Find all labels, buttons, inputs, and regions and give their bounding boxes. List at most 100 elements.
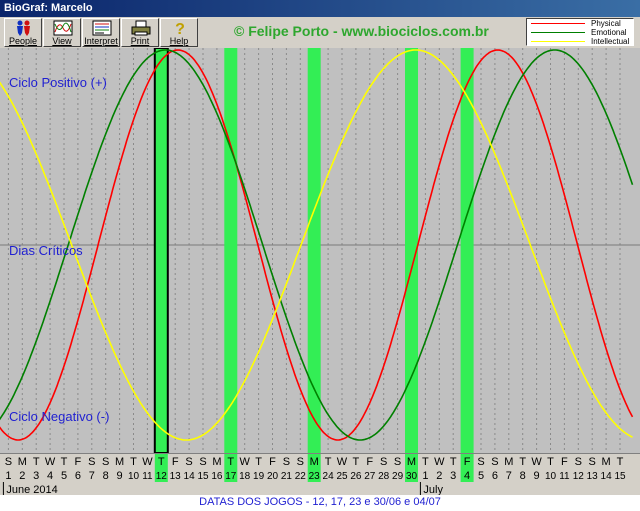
weekday-label: M <box>407 456 416 468</box>
highlight-day-bar[interactable] <box>153 48 169 453</box>
legend-item-physical: Physical <box>529 19 633 28</box>
weekday-label: S <box>283 456 290 468</box>
credit-text: © Felipe Porto - www.biociclos.com.br <box>234 23 489 39</box>
view-button-label: View <box>52 36 72 46</box>
weekday-label: W <box>434 456 445 468</box>
highlight-day-bar[interactable] <box>224 48 238 453</box>
highlight-day-cell[interactable] <box>307 454 321 482</box>
legend-label-intellectual: Intellectual <box>591 37 630 46</box>
calendar-strip: S 1 M 2 T 3 W 4 T 5 F 6 S 7 S 8 M 9 T 10 W 11 T 12 F 13 S 14 S 15 M 16 T… <box>0 453 640 495</box>
weekday-label: W <box>142 456 153 468</box>
weekday-label: S <box>297 456 304 468</box>
highlight-day-cell[interactable] <box>460 454 474 482</box>
status-text: DATAS DOS JOGOS - 12, 17, 23 e 30/06 e 0… <box>199 496 441 508</box>
series-line-physical <box>0 49 634 441</box>
weekday-label: S <box>477 456 484 468</box>
people-icon <box>17 20 30 36</box>
interpret-button-label: Interpret <box>84 36 118 46</box>
day-number-label: 15 <box>614 471 626 482</box>
print-button-label: Print <box>130 36 150 46</box>
day-number-label: 8 <box>103 470 109 482</box>
weekday-label: F <box>269 456 276 468</box>
people-button-label: People <box>8 36 38 46</box>
day-number-label: 7 <box>89 470 95 482</box>
biorhythm-chart[interactable]: Ciclo Positivo (+) Dias Críticos Ciclo N… <box>0 48 640 453</box>
day-number-label: 3 <box>450 470 456 482</box>
view-button[interactable]: View <box>43 18 81 47</box>
highlight-day-bar[interactable] <box>460 48 474 453</box>
chart-canvas <box>0 48 640 453</box>
weekday-label: T <box>227 456 234 468</box>
title-bar[interactable]: BioGraf: Marcelo <box>0 0 640 17</box>
day-number-label: 11 <box>142 471 153 482</box>
weekday-label: F <box>464 456 471 468</box>
day-number-label: 23 <box>309 471 321 482</box>
weekday-label: T <box>130 456 137 468</box>
weekday-label: T <box>325 456 332 468</box>
day-number-label: 5 <box>478 470 484 482</box>
weekday-label: M <box>115 456 124 468</box>
day-number-label: 16 <box>211 471 223 482</box>
people-button[interactable]: People <box>4 18 42 47</box>
help-button-label: Help <box>169 36 189 46</box>
svg-text:?: ? <box>175 21 185 36</box>
day-number-label: 11 <box>559 471 570 482</box>
weekday-label: T <box>547 456 554 468</box>
weekday-label: W <box>240 456 251 468</box>
day-number-label: 1 <box>5 470 11 482</box>
weekday-label: W <box>531 456 542 468</box>
status-bar: DATAS DOS JOGOS - 12, 17, 23 e 30/06 e 0… <box>0 495 640 511</box>
weekday-label: S <box>589 456 596 468</box>
view-icon <box>53 20 73 36</box>
weekday-label: F <box>172 456 179 468</box>
legend-item-emotional: Emotional <box>529 28 633 37</box>
weekday-label: S <box>199 456 206 468</box>
day-number-label: 10 <box>545 471 557 482</box>
day-number-label: 9 <box>117 470 123 482</box>
day-number-label: 30 <box>406 471 418 482</box>
interpret-button[interactable]: Interpret <box>82 18 120 47</box>
weekday-label: T <box>158 456 165 468</box>
printer-icon <box>131 20 151 36</box>
legend-label-physical: Physical <box>591 19 621 28</box>
day-number-label: 4 <box>464 470 470 482</box>
weekday-label: S <box>394 456 401 468</box>
day-number-label: 13 <box>587 471 599 482</box>
print-button[interactable]: Print <box>121 18 159 47</box>
label-positive-cycle: Ciclo Positivo (+) <box>9 75 107 90</box>
window-title: BioGraf: Marcelo <box>4 2 93 14</box>
day-number-label: 15 <box>197 471 209 482</box>
help-icon: ? <box>175 21 185 36</box>
weekday-label: F <box>561 456 568 468</box>
weekday-label: S <box>380 456 387 468</box>
weekday-label: S <box>185 456 192 468</box>
month-label: June 2014 <box>6 484 57 495</box>
day-number-label: 12 <box>156 471 168 482</box>
day-number-label: 4 <box>47 470 53 482</box>
legend: Physical Emotional Intellectual <box>526 18 634 46</box>
highlight-day-cell[interactable] <box>224 454 238 482</box>
day-number-label: 24 <box>323 471 335 482</box>
weekday-label: T <box>450 456 457 468</box>
help-button[interactable]: ? Help <box>160 18 198 47</box>
weekday-label: T <box>353 456 360 468</box>
weekday-label: F <box>75 456 82 468</box>
weekday-label: S <box>88 456 95 468</box>
weekday-label: T <box>33 456 40 468</box>
day-number-label: 25 <box>336 471 348 482</box>
day-number-label: 28 <box>378 471 390 482</box>
label-negative-cycle: Ciclo Negativo (-) <box>9 409 110 424</box>
highlight-day-cell[interactable] <box>154 454 168 482</box>
weekday-label: T <box>422 456 429 468</box>
label-critical-days: Dias Críticos <box>9 243 83 258</box>
highlight-day-cell[interactable] <box>405 454 418 482</box>
legend-item-intellectual: Intellectual <box>529 37 633 46</box>
series-line-emotional <box>0 49 634 441</box>
weekday-label: M <box>212 456 221 468</box>
day-number-label: 6 <box>492 470 498 482</box>
highlight-day-bar[interactable] <box>307 48 321 453</box>
legend-label-emotional: Emotional <box>591 28 627 37</box>
highlight-day-bar[interactable] <box>405 48 418 453</box>
day-number-label: 29 <box>392 471 404 482</box>
